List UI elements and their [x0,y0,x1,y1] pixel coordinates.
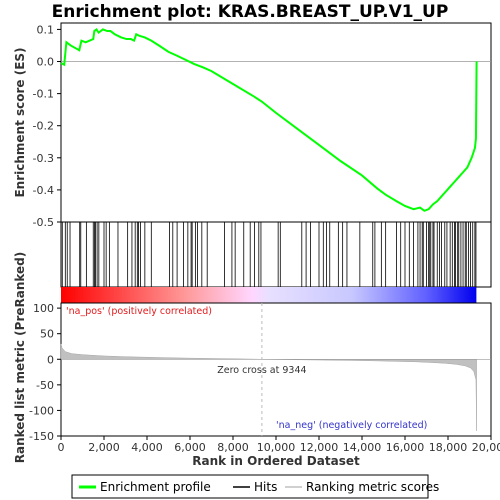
x-tick-label: 6,000 [174,441,206,454]
x-tick-label: 14,000 [343,441,382,454]
metric-tick-label: 100 [33,302,54,315]
x-tick-label: 8,000 [217,441,249,454]
legend-entry-metric: Ranking metric scores [306,480,439,494]
es-tick-label: -0.5 [33,216,54,229]
x-tick-label: 12,000 [300,441,339,454]
x-tick-label: 2,000 [88,441,120,454]
es-tick-label: -0.1 [33,88,54,101]
metric-tick-label: -100 [29,404,54,417]
x-axis-ticks: 0 2,000 4,000 6,000 8,000 10,000 12,000 14,000 1… [58,436,500,454]
x-tick-label: 10,000 [257,441,296,454]
es-tick-label: -0.4 [33,184,54,197]
metric-axis-ticks: 100 50 0 -50 -100 -150 [29,302,61,443]
metric-axis-label: Ranked list metric (PreRanked) [13,252,27,464]
es-axis-ticks: 0.1 0.0 -0.1 -0.2 -0.3 -0.4 -0.5 [33,23,61,229]
legend-entry-hits: Hits [254,480,277,494]
negative-correlation-label: 'na_neg' (negatively correlated) [276,420,427,431]
metric-tick-label: 0 [47,353,54,366]
zero-cross-label: Zero cross at 9344 [217,365,306,376]
hits-marks [61,222,477,287]
ranking-metric-area [60,343,477,431]
es-axis-label: Enrichment score (ES) [13,47,27,197]
x-axis-label: Rank in Ordered Dataset [192,454,360,468]
metric-tick-label: -150 [29,430,54,443]
x-tick-label: 20,000 [472,441,500,454]
es-tick-label: -0.3 [33,152,54,165]
enrichment-profile-line [60,27,478,212]
x-tick-label: 0 [58,441,65,454]
x-tick-label: 18,000 [429,441,468,454]
positive-correlation-label: 'na_pos' (positively correlated) [66,306,212,317]
es-tick-label: -0.2 [33,120,54,133]
metric-tick-label: 50 [40,328,54,341]
x-tick-label: 16,000 [386,441,425,454]
chart-title: Enrichment plot: KRAS.BREAST_UP.V1_UP [52,2,449,22]
legend-entry-profile: Enrichment profile [100,480,211,494]
x-tick-label: 4,000 [131,441,163,454]
es-panel-frame [60,22,492,223]
rank-color-bar [61,287,477,303]
es-tick-label: 0.0 [37,56,55,69]
metric-tick-label: -50 [36,379,54,392]
es-tick-label: 0.1 [37,23,55,36]
legend: Enrichment profile Hits Ranking metric s… [71,474,439,499]
